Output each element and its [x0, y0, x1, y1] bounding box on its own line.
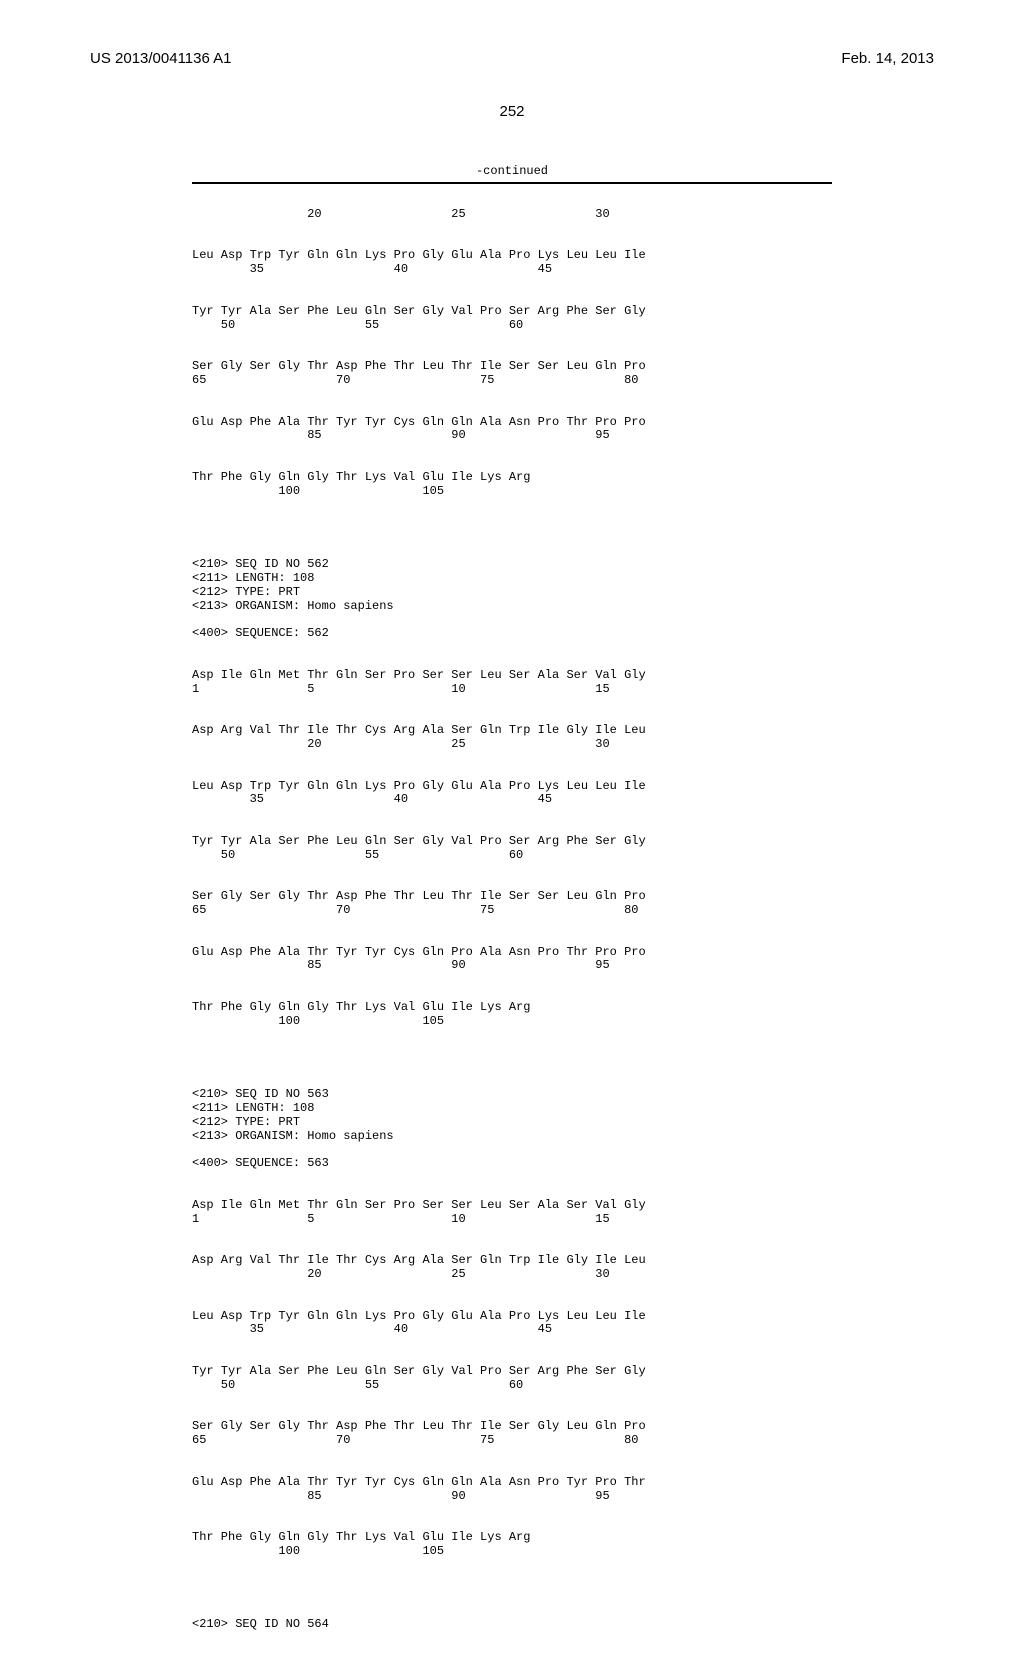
- seq563-metadata: <210> SEQ ID NO 563 <211> LENGTH: 108 <2…: [192, 1088, 832, 1171]
- publication-number: US 2013/0041136 A1: [90, 50, 232, 67]
- seq563-row5: Ser Gly Ser Gly Thr Asp Phe Thr Leu Thr …: [192, 1420, 832, 1448]
- seq563-row1: Asp Ile Gln Met Thr Gln Ser Pro Ser Ser …: [192, 1199, 832, 1227]
- publication-date: Feb. 14, 2013: [841, 50, 934, 67]
- seq562-row4: Tyr Tyr Ala Ser Phe Leu Gln Ser Gly Val …: [192, 835, 832, 863]
- seq562-row7: Thr Phe Gly Gln Gly Thr Lys Val Glu Ile …: [192, 1001, 832, 1029]
- continued-header: -continued: [192, 164, 832, 178]
- seq562-row3: Leu Asp Trp Tyr Gln Gln Lys Pro Gly Glu …: [192, 780, 832, 808]
- continued-label: -continued: [192, 164, 832, 178]
- horizontal-rule: [192, 182, 832, 184]
- seq561-tail-row2: Tyr Tyr Ala Ser Phe Leu Gln Ser Gly Val …: [192, 305, 832, 333]
- patent-page: US 2013/0041136 A1 Feb. 14, 2013 252 -co…: [0, 0, 1024, 1320]
- seq561-tail-row0: 20 25 30: [192, 208, 832, 222]
- seq563-row3: Leu Asp Trp Tyr Gln Gln Lys Pro Gly Glu …: [192, 1310, 832, 1338]
- seq564-metadata: <210> SEQ ID NO 564: [192, 1618, 832, 1632]
- seq562-row6: Glu Asp Phe Ala Thr Tyr Tyr Cys Gln Pro …: [192, 946, 832, 974]
- seq562-row2: Asp Arg Val Thr Ile Thr Cys Arg Ala Ser …: [192, 724, 832, 752]
- seq562-row5: Ser Gly Ser Gly Thr Asp Phe Thr Leu Thr …: [192, 890, 832, 918]
- seq563-row7: Thr Phe Gly Gln Gly Thr Lys Val Glu Ile …: [192, 1531, 832, 1559]
- seq561-tail-row3: Ser Gly Ser Gly Thr Asp Phe Thr Leu Thr …: [192, 360, 832, 388]
- seq563-row4: Tyr Tyr Ala Ser Phe Leu Gln Ser Gly Val …: [192, 1365, 832, 1393]
- sequence-listing: 20 25 30 Leu Asp Trp Tyr Gln Gln Lys Pro…: [192, 194, 832, 1674]
- seq563-row2: Asp Arg Val Thr Ile Thr Cys Arg Ala Ser …: [192, 1254, 832, 1282]
- page-number: 252: [90, 103, 934, 120]
- page-header: US 2013/0041136 A1 Feb. 14, 2013: [90, 50, 934, 67]
- seq562-metadata: <210> SEQ ID NO 562 <211> LENGTH: 108 <2…: [192, 558, 832, 641]
- seq562-row1: Asp Ile Gln Met Thr Gln Ser Pro Ser Ser …: [192, 669, 832, 697]
- seq561-tail-row5: Thr Phe Gly Gln Gly Thr Lys Val Glu Ile …: [192, 471, 832, 499]
- seq561-tail-row4: Glu Asp Phe Ala Thr Tyr Tyr Cys Gln Gln …: [192, 416, 832, 444]
- seq563-row6: Glu Asp Phe Ala Thr Tyr Tyr Cys Gln Gln …: [192, 1476, 832, 1504]
- seq561-tail-row1: Leu Asp Trp Tyr Gln Gln Lys Pro Gly Glu …: [192, 249, 832, 277]
